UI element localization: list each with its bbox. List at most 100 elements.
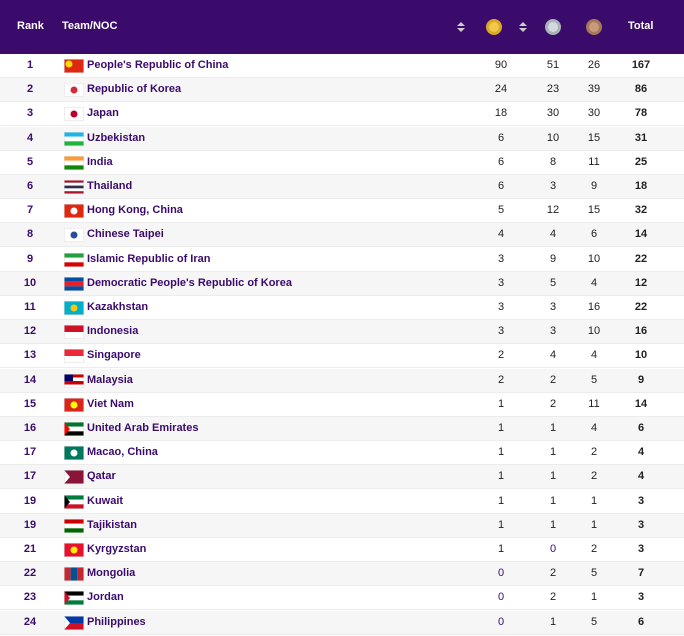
flag-icon — [64, 349, 84, 364]
silver-count: 4 — [549, 228, 557, 241]
team-name[interactable]: Singapore — [87, 349, 141, 362]
team-name[interactable]: Republic of Korea — [87, 83, 182, 96]
flag-icon — [64, 204, 84, 219]
team-name[interactable]: Macao, China — [87, 446, 158, 459]
rank-cell: 16 — [23, 422, 37, 434]
table-row: 15 Viet Nam 1 2 11 14 — [0, 393, 684, 417]
team-name[interactable]: Indonesia — [87, 325, 139, 338]
flag-icon — [64, 325, 84, 340]
team-name[interactable]: Kyrgyzstan — [87, 543, 147, 555]
total-count: 16 — [634, 325, 648, 338]
total-count: 14 — [634, 228, 648, 241]
bronze-medal-icon[interactable] — [585, 18, 603, 36]
bronze-count: 1 — [590, 591, 598, 604]
silver-medal-icon[interactable] — [544, 18, 562, 36]
rank-cell: 23 — [23, 591, 37, 604]
silver-count: 1 — [549, 494, 557, 507]
rank-header[interactable]: Rank — [17, 20, 44, 32]
team-name[interactable]: Japan — [87, 107, 119, 120]
total-count: 78 — [634, 107, 648, 120]
gold-count: 0 — [497, 591, 505, 604]
team-name[interactable]: Qatar — [87, 470, 116, 483]
silver-count: 3 — [549, 301, 557, 313]
team-header[interactable]: Team/NOC — [62, 20, 118, 32]
total-count: 6 — [637, 615, 645, 628]
table-row: 5 India 6 8 11 25 — [0, 151, 684, 175]
team-name[interactable]: People's Republic of China — [87, 59, 229, 71]
flag-icon — [64, 107, 84, 122]
table-row: 7 Hong Kong, China 5 12 15 32 — [0, 199, 684, 224]
team-name[interactable]: Tajikistan — [87, 518, 137, 531]
rank-cell: 19 — [23, 518, 37, 531]
rank-cell: 3 — [26, 107, 34, 120]
table-row: 21 Kyrgyzstan 1 0 2 3 — [0, 538, 684, 562]
silver-count: 1 — [549, 518, 557, 531]
total-count: 4 — [637, 446, 645, 459]
gold-count: 3 — [497, 325, 505, 338]
sort-icon[interactable] — [456, 22, 466, 32]
total-count: 6 — [637, 422, 645, 434]
table-row: 1 People's Republic of China 90 51 26 167 — [0, 54, 684, 78]
total-count: 10 — [634, 349, 648, 362]
total-count: 31 — [634, 131, 648, 144]
team-name[interactable]: Thailand — [87, 180, 133, 192]
gold-count: 6 — [497, 131, 505, 144]
gold-count: 18 — [494, 107, 508, 120]
table-row: 8 Chinese Taipei 4 4 6 14 — [0, 223, 684, 248]
silver-count: 2 — [549, 373, 557, 386]
team-name[interactable]: United Arab Emirates — [87, 422, 199, 434]
team-name[interactable]: Kuwait — [87, 494, 124, 507]
flag-icon — [64, 591, 84, 606]
table-row: 9 Islamic Republic of Iran 3 9 10 22 — [0, 248, 684, 272]
team-name[interactable]: India — [87, 155, 113, 168]
rank-cell: 4 — [26, 131, 34, 144]
gold-medal-icon[interactable] — [485, 18, 503, 36]
flag-icon — [64, 252, 84, 267]
team-name[interactable]: Malaysia — [87, 373, 133, 386]
total-count: 3 — [637, 518, 645, 531]
rank-cell: 2 — [26, 83, 34, 96]
total-count: 3 — [637, 543, 645, 555]
team-name[interactable]: Viet Nam — [87, 397, 134, 410]
total-count: 9 — [637, 373, 645, 386]
flag-icon — [64, 301, 84, 315]
table-row: 17 Macao, China 1 1 2 4 — [0, 441, 684, 466]
gold-count: 90 — [494, 59, 508, 71]
team-name[interactable]: Hong Kong, China — [87, 204, 183, 217]
bronze-count: 26 — [587, 59, 601, 71]
gold-count: 3 — [497, 276, 505, 289]
total-count: 12 — [634, 276, 648, 289]
team-name[interactable]: Jordan — [87, 591, 124, 604]
silver-count: 30 — [546, 107, 560, 120]
team-name[interactable]: Mongolia — [87, 567, 136, 580]
bronze-count: 5 — [590, 567, 598, 580]
team-name[interactable]: Philippines — [87, 615, 146, 628]
silver-count: 9 — [549, 252, 557, 265]
table-row: 22 Mongolia 0 2 5 7 — [0, 562, 684, 587]
bronze-count: 10 — [587, 252, 601, 265]
gold-count: 3 — [497, 301, 505, 313]
silver-count: 2 — [549, 591, 557, 604]
team-name[interactable]: Chinese Taipei — [87, 228, 164, 241]
team-name[interactable]: Islamic Republic of Iran — [87, 252, 211, 265]
team-name[interactable]: Uzbekistan — [87, 131, 146, 144]
team-name[interactable]: Democratic People's Republic of Korea — [87, 276, 292, 289]
rank-cell: 17 — [23, 446, 37, 459]
flag-icon — [64, 228, 84, 243]
total-count: 167 — [631, 59, 651, 71]
rank-cell: 17 — [23, 470, 37, 483]
total-header[interactable]: Total — [628, 20, 654, 32]
total-count: 22 — [634, 252, 648, 265]
bronze-count: 15 — [587, 131, 601, 144]
silver-count: 5 — [549, 276, 557, 289]
flag-icon — [64, 131, 84, 146]
table-row: 17 Qatar 1 1 2 4 — [0, 465, 684, 490]
total-count: 25 — [634, 155, 648, 168]
silver-count: 8 — [549, 155, 557, 168]
sort-icon[interactable] — [518, 22, 528, 32]
rank-cell: 9 — [26, 252, 34, 265]
bronze-count: 4 — [590, 276, 598, 289]
bronze-count: 4 — [590, 422, 598, 434]
team-name[interactable]: Kazakhstan — [87, 301, 149, 313]
